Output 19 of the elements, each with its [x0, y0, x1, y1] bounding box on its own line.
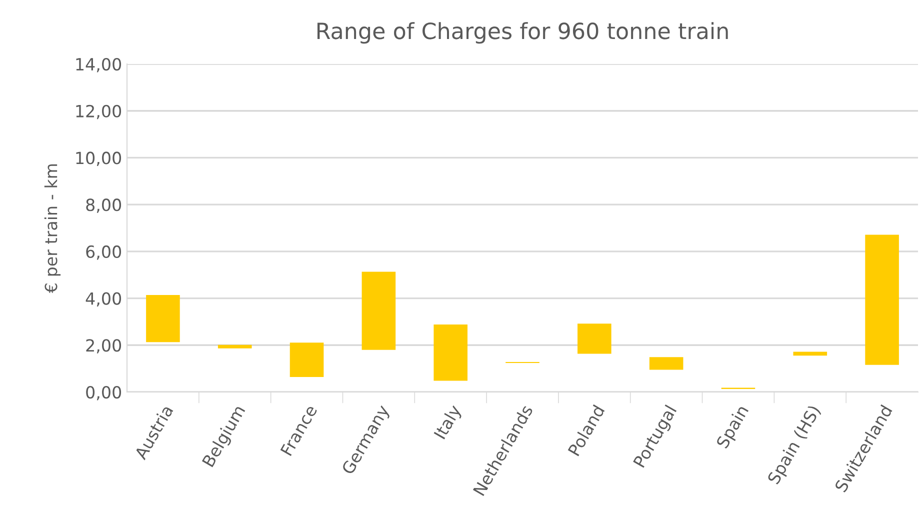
y-tick-label: 12,00 — [76, 104, 122, 120]
bar — [146, 295, 180, 342]
y-tick-label: 6,00 — [86, 245, 122, 260]
y-tick-label: 14,00 — [76, 58, 122, 72]
bar — [865, 234, 899, 365]
y-tick-label: 4,00 — [86, 292, 122, 307]
y-axis-title: € per train - km — [44, 164, 61, 294]
bar — [649, 357, 684, 370]
bar — [793, 352, 828, 356]
y-tick-label: 8,00 — [86, 198, 122, 213]
bar — [578, 324, 612, 354]
y-tick-label: 0,00 — [86, 386, 122, 400]
chart-title: Range of Charges for 960 tonne train — [317, 22, 728, 44]
bar — [290, 342, 324, 378]
bar — [362, 272, 396, 350]
bar — [434, 324, 468, 381]
y-tick-label: 2,00 — [86, 339, 122, 354]
bar — [218, 344, 252, 348]
y-tick-label: 10,00 — [76, 152, 122, 166]
